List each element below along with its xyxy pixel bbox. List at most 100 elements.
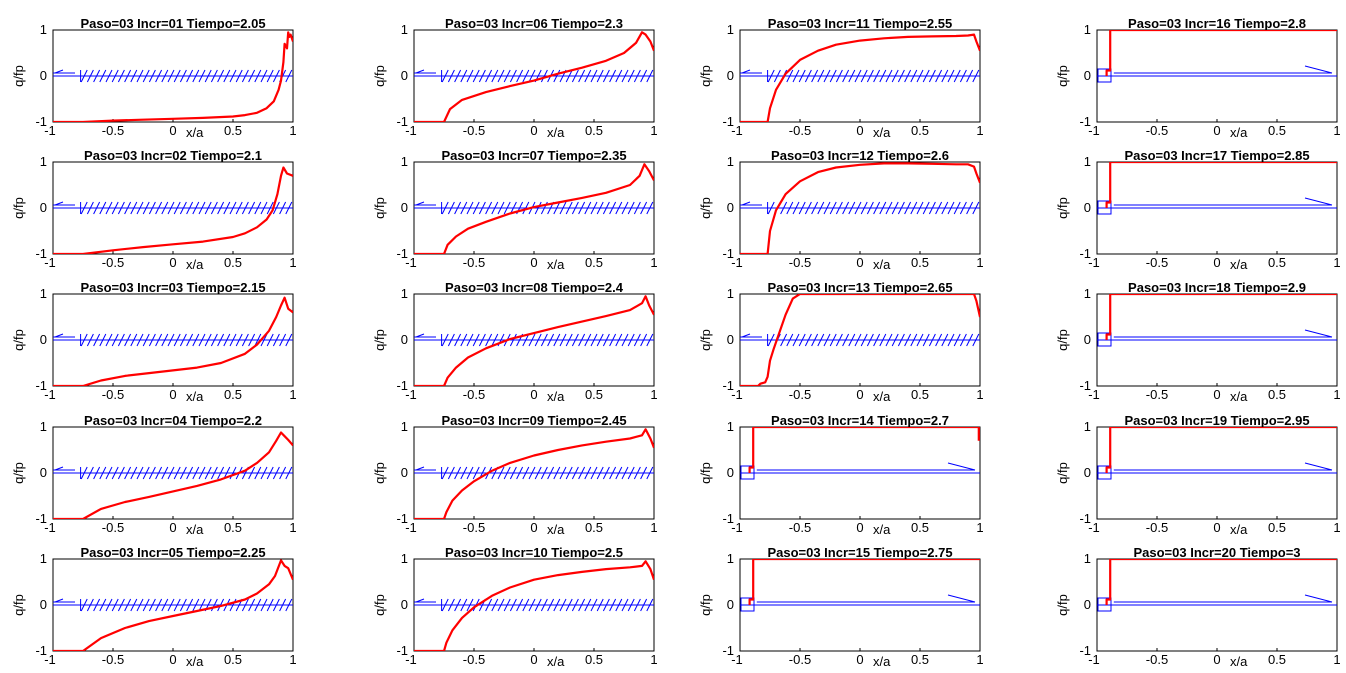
x-tick-label: -0.5 [102,652,124,667]
y-tick-label: 1 [1084,154,1091,169]
subplot-title: Paso=03 Incr=06 Tiempo=2.3 [445,16,623,31]
traction-curve [740,33,980,122]
x-tick-label: 1 [976,387,983,402]
contact-indicator [740,462,980,480]
x-tick-label: 0 [169,255,176,270]
y-tick-label: 1 [727,419,734,434]
x-tick-label: 0 [1213,255,1220,270]
x-tick-label: -0.5 [463,123,485,138]
y-tick-label: 0 [40,200,47,215]
y-tick-label: -1 [1079,378,1091,393]
x-tick-label: 0 [1213,520,1220,535]
x-tick-label: -0.5 [102,255,124,270]
x-tick-label: -0.5 [102,520,124,535]
x-axis-label: x/a [873,257,891,272]
x-axis-label: x/a [547,522,565,537]
subplot-19: -1 -0.5 0 0.5 1 x/a -1 0 1 q/fp Paso=03 Incr=19 Ti… [1055,413,1341,537]
subplot-2: -1 -0.5 0 0.5 1 x/a -1 0 1 q/fp Paso=03 Incr=02 Ti… [11,148,297,272]
traction-curve [740,294,980,386]
y-tick-label: -1 [1079,643,1091,658]
x-tick-label: 1 [976,652,983,667]
x-axis-label: x/a [1230,522,1248,537]
x-tick-label: -0.5 [1146,520,1168,535]
y-tick-label: -1 [722,643,734,658]
x-tick-label: -0.5 [789,123,811,138]
y-tick-label: 1 [401,551,408,566]
y-tick-label: 0 [1084,200,1091,215]
y-tick-label: 1 [401,286,408,301]
x-tick-label: 0 [530,387,537,402]
y-tick-label: 0 [727,597,734,612]
contact-indicator [414,598,654,612]
y-tick-label: 1 [401,22,408,37]
contact-indicator [740,201,980,215]
x-axis-label: x/a [547,389,565,404]
x-tick-label: -1 [44,652,56,667]
x-tick-label: -0.5 [463,520,485,535]
x-tick-label: 1 [650,255,657,270]
x-axis-label: x/a [186,257,204,272]
x-tick-label: -0.5 [463,387,485,402]
traction-curve [1105,30,1337,76]
y-axis-label: q/fp [372,594,387,616]
subplot-12: -1 -0.5 0 0.5 1 x/a -1 0 1 q/fp Paso=03 Incr=12 Ti… [698,148,984,272]
x-tick-label: 1 [289,520,296,535]
x-axis-label: x/a [547,125,565,140]
y-tick-label: 0 [727,200,734,215]
subplot-title: Paso=03 Incr=20 Tiempo=3 [1133,545,1300,560]
x-tick-label: 0 [1213,387,1220,402]
subplot-title: Paso=03 Incr=07 Tiempo=2.35 [441,148,626,163]
contact-indicator [53,333,293,347]
y-tick-label: 1 [1084,551,1091,566]
contact-indicator [414,333,654,347]
subplot-9: -1 -0.5 0 0.5 1 x/a -1 0 1 q/fp Paso=03 Incr=09 Ti… [372,413,658,537]
contact-indicator [414,69,654,83]
y-axis-label: q/fp [1055,462,1070,484]
traction-curve [1105,427,1337,473]
y-axis-label: q/fp [372,462,387,484]
y-tick-label: -1 [35,246,47,261]
x-axis-label: x/a [873,125,891,140]
contact-indicator [414,201,654,215]
x-tick-label: 1 [650,123,657,138]
subplot-title: Paso=03 Incr=11 Tiempo=2.55 [768,16,952,31]
y-tick-label: -1 [396,643,408,658]
y-tick-label: 0 [401,465,408,480]
x-tick-label: 0.5 [911,652,929,667]
x-tick-label: -1 [405,652,417,667]
contact-indicator [740,594,980,612]
y-axis-label: q/fp [372,197,387,219]
y-axis-label: q/fp [1055,594,1070,616]
x-tick-label: -0.5 [1146,123,1168,138]
x-axis-label: x/a [873,522,891,537]
y-axis-label: q/fp [372,329,387,351]
y-tick-label: 0 [40,597,47,612]
x-tick-label: -1 [44,255,56,270]
y-tick-label: 0 [401,200,408,215]
traction-curve [414,428,654,519]
y-tick-label: 0 [401,332,408,347]
y-axis-label: q/fp [11,462,26,484]
x-tick-label: 1 [289,123,296,138]
x-tick-label: 0.5 [585,123,603,138]
x-tick-label: 0.5 [911,123,929,138]
y-tick-label: -1 [1079,246,1091,261]
x-tick-label: 1 [976,520,983,535]
x-tick-label: -1 [44,520,56,535]
x-tick-label: 1 [1333,387,1340,402]
y-tick-label: 0 [1084,68,1091,83]
contact-indicator [1097,462,1337,480]
y-tick-label: 0 [40,465,47,480]
x-tick-label: 0.5 [1268,123,1286,138]
x-tick-label: 1 [1333,255,1340,270]
subplot-1: -1 -0.5 0 0.5 1 x/a -1 0 1 q/fp Paso=03 Incr=01 Ti… [11,16,297,140]
x-tick-label: -1 [405,255,417,270]
x-tick-label: 0.5 [1268,652,1286,667]
x-tick-label: 0.5 [911,387,929,402]
subplot-title: Paso=03 Incr=15 Tiempo=2.75 [767,545,952,560]
x-tick-label: 0 [169,652,176,667]
y-tick-label: -1 [722,378,734,393]
subplot-title: Paso=03 Incr=12 Tiempo=2.6 [771,148,949,163]
x-tick-label: -1 [731,123,743,138]
x-axis-label: x/a [1230,654,1248,669]
